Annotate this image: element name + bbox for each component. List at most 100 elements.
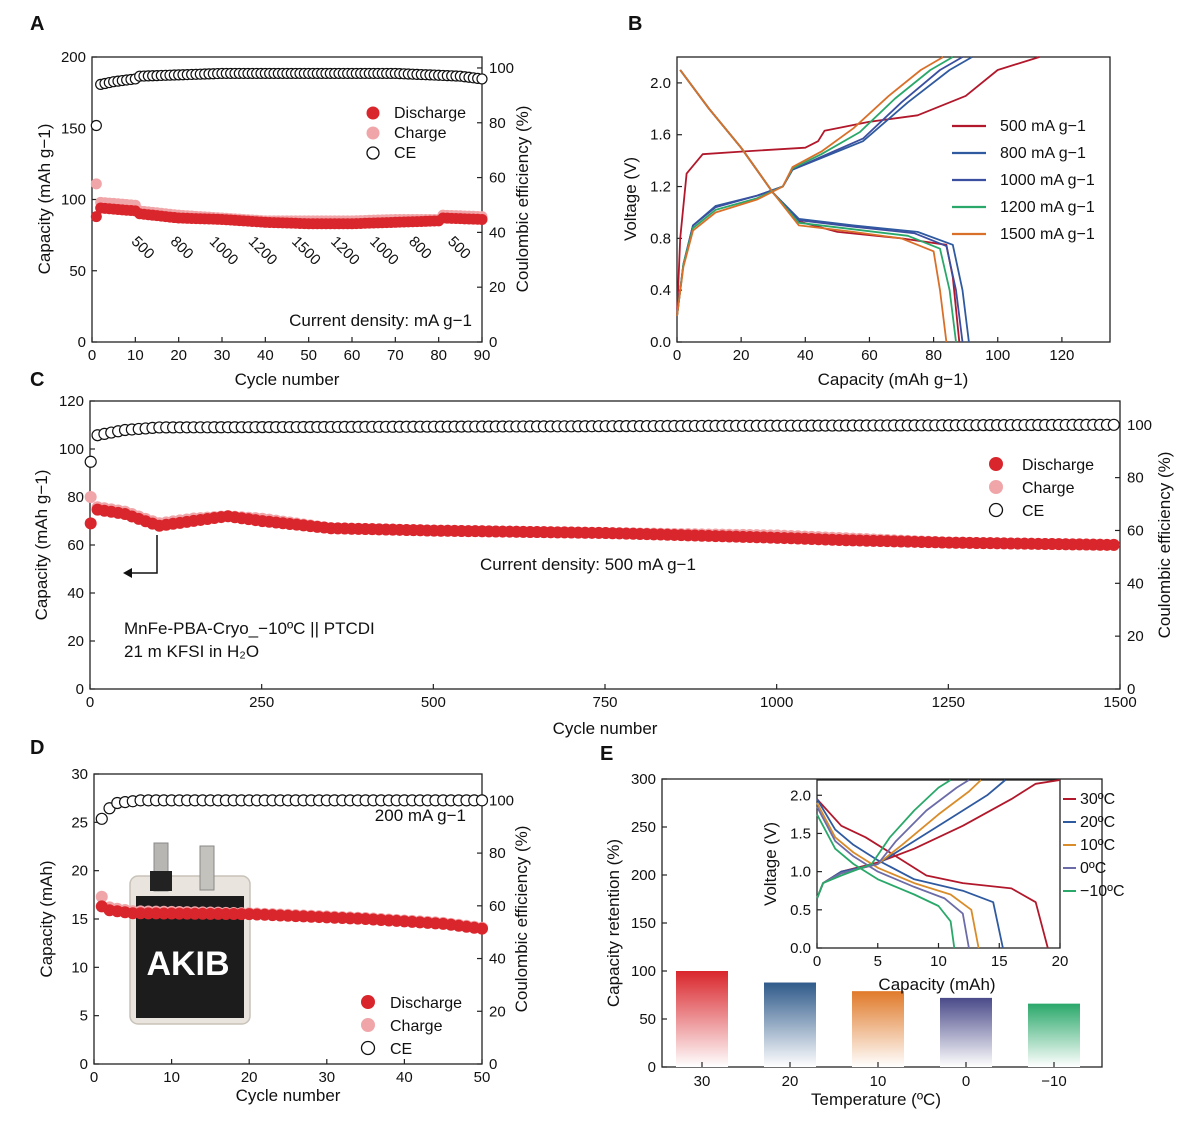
D-ytick-label-4: 20 [71,863,88,880]
legend-b-500: 500 mA g−1 [1000,118,1086,135]
C-ce-point-149 [1107,418,1120,431]
legend-d-discharge-marker [361,995,375,1009]
panel-label-d: D [30,737,44,759]
panel-c: 0 250 500 750 1000 1250 1500020406080100120020… [32,393,1174,738]
D-xtick-label-1: 10 [163,1069,180,1086]
panel-c-electrolyte-label: 21 m KFSI in H₂O [124,642,259,661]
legend-e-20: 20ºC [1080,814,1115,831]
panel-label-c: C [30,369,44,391]
legend-e-10: 10ºC [1080,837,1115,854]
D-ytick-right-label-5: 100 [489,792,514,809]
panel-a-ylabel-right: Coulombic efficiency (%) [513,106,532,293]
D-ytick-label-5: 25 [71,814,88,831]
panel-a-annotation: Current density: mA g−1 [289,311,472,330]
pouch-cell-tab-right [199,845,215,891]
E-ytick-label-3: 150 [631,915,656,932]
C-ytick-label-3: 60 [67,537,84,554]
A-xtick-label-4: 40 [257,347,274,364]
B-xtick-label-2: 40 [797,347,814,364]
D-ytick-right-label-4: 80 [489,845,506,862]
C-ytick-right-label-1: 20 [1127,628,1144,645]
C-xtick-label-3: 750 [592,694,617,711]
E-bar-4 [1028,1003,1080,1067]
A-charge-point-0 [90,178,102,190]
B-ytick-label-0: 0.0 [650,334,671,351]
legend-d-ce-marker [360,1040,376,1056]
Ei-xtick-label-4: 20 [1052,953,1069,970]
D-ytick-right-label-3: 60 [489,898,506,915]
panel-d-xlabel: Cycle number [236,1086,341,1105]
legend-e-m10: −10ºC [1080,883,1125,900]
C-xtick-label-0: 0 [86,694,94,711]
legend-a-ce: CE [394,145,416,162]
legend-d-charge: Charge [390,1018,443,1035]
A-series-discharge [90,202,488,230]
E-bar-1 [764,982,816,1067]
A-ytick-label-4: 200 [61,49,86,66]
D-series-discharge [95,900,488,935]
C-ce-point-0 [84,455,97,468]
A-ytick-label-3: 150 [61,120,86,137]
Ei-xtick-label-2: 10 [930,953,947,970]
E-xtick-label-4: −10 [1041,1073,1066,1090]
legend-d-charge-marker [361,1018,375,1032]
B-ytick-label-1: 0.4 [650,282,671,299]
Ei-discharge-curve-3 [816,806,970,949]
A-xtick-label-9: 90 [474,347,491,364]
legend-b-1200: 1200 mA g−1 [1000,199,1095,216]
E-ytick-label-0: 0 [648,1059,656,1076]
D-ytick-label-6: 30 [71,766,88,783]
C-discharge-point-149 [1107,538,1120,551]
pouch-cell-label: AKIB [146,945,229,983]
panel-d: AKIB 0 10 20 30 40 50051015202530020406080100… [37,766,531,1105]
legend-a-discharge-marker [366,106,380,120]
panel-d-ylabel-right: Coulombic efficiency (%) [512,826,531,1013]
D-ytick-label-2: 10 [71,959,88,976]
C-ytick-right-label-4: 80 [1127,470,1144,487]
panel-a-ylabel: Capacity (mAh g−1) [35,124,54,275]
E-xtick-label-3: 0 [962,1073,970,1090]
legend-d-ce: CE [390,1041,412,1058]
legend-b-1500: 1500 mA g−1 [1000,226,1095,243]
D-series-ce [95,794,489,825]
D-ce-point-0 [95,812,108,825]
Ei-xtick-label-0: 0 [813,953,821,970]
E-bar-0 [676,971,728,1067]
D-xtick-label-3: 30 [318,1069,335,1086]
E-ytick-label-1: 50 [639,1011,656,1028]
panel-c-ylabel-right: Coulombic efficiency (%) [1155,452,1174,639]
Ei-ytick-label-2: 1.0 [790,864,811,881]
legend-b-1000: 1000 mA g−1 [1000,172,1095,189]
A-ytick-label-0: 0 [78,334,86,351]
legend-c-charge-marker [989,480,1003,494]
panel-e-ylabel: Capacity retention (%) [604,839,623,1007]
legend-a-discharge: Discharge [394,105,466,122]
panel-e-inset-xlabel: Capacity (mAh) [878,975,995,994]
D-xtick-label-0: 0 [90,1069,98,1086]
panel-d-annotation: 200 mA g−1 [375,806,466,825]
B-charge-curve-0 [676,56,1040,317]
A-ytick-right-label-2: 40 [489,224,506,241]
B-xtick-label-0: 0 [673,347,681,364]
D-ce-point-49 [475,794,489,807]
E-ytick-label-6: 300 [631,771,656,788]
panel-b-xlabel: Capacity (mAh g−1) [818,370,969,389]
panel-e-inset-legend: 30ºC 20ºC 10ºC 0ºC −10ºC [1063,791,1125,900]
Ei-discharge-curve-2 [816,802,980,949]
pouch-cell-tab-sealant [150,871,172,891]
C-ytick-label-0: 0 [76,681,84,698]
A-discharge-point-0 [90,211,102,223]
legend-b-800: 800 mA g−1 [1000,145,1086,162]
panel-c-arrow [128,535,158,574]
B-xtick-label-4: 80 [925,347,942,364]
Ei-xtick-label-1: 5 [874,953,882,970]
C-ytick-label-6: 120 [59,393,84,410]
D-ytick-label-0: 0 [80,1056,88,1073]
E-ytick-label-5: 250 [631,819,656,836]
C-xtick-label-1: 250 [249,694,274,711]
panel-label-a: A [30,13,44,35]
C-series-ce [84,418,1120,468]
Ei-charge-curve-4 [816,779,952,899]
D-ytick-label-1: 5 [80,1008,88,1025]
